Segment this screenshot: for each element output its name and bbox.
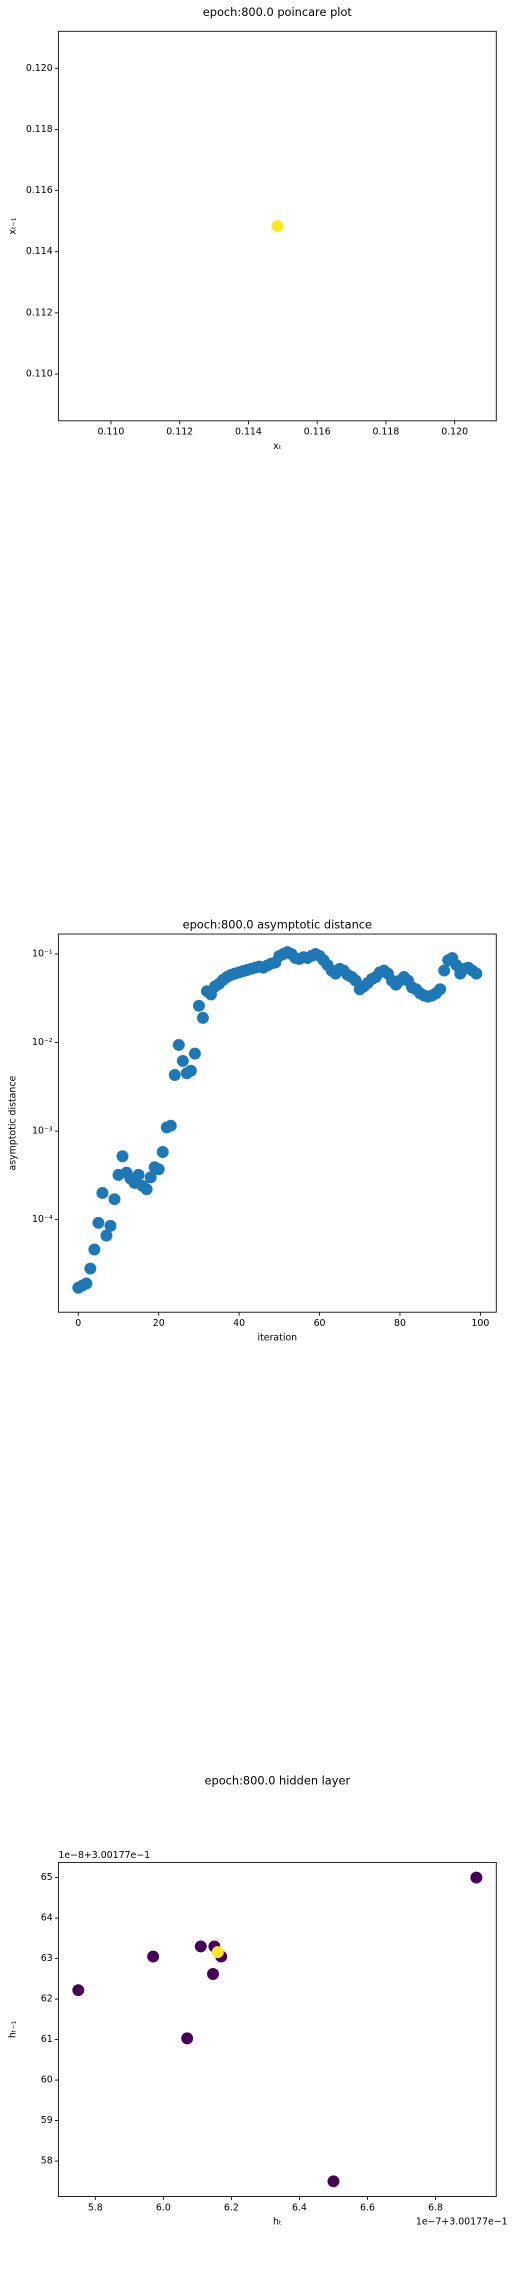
y-tick-label: 62 xyxy=(41,1994,53,2005)
x-tick-label: 6.2 xyxy=(224,2202,239,2213)
point xyxy=(176,1054,189,1067)
x-tick-label: 6.4 xyxy=(292,2202,307,2213)
y-tick-label: 59 xyxy=(41,2115,53,2126)
point xyxy=(184,1064,197,1077)
x-axis-label: iteration xyxy=(258,1332,298,1343)
y-tick-label: 10⁻⁴ xyxy=(32,1214,53,1225)
point xyxy=(327,2175,340,2188)
x-tick-label: 0.114 xyxy=(235,427,262,438)
axes-frame xyxy=(57,933,497,1313)
point xyxy=(104,1219,117,1232)
point xyxy=(207,1967,219,1980)
y-axis-label: xₜ₋₁ xyxy=(7,217,18,234)
x-tick-label: 0.118 xyxy=(373,427,400,438)
y-tick-label: 0.112 xyxy=(26,307,53,318)
x-tick-label: 5.8 xyxy=(88,2202,103,2213)
point xyxy=(108,1193,121,1206)
point xyxy=(196,1011,209,1024)
x-tick-label: 6.6 xyxy=(360,2202,375,2213)
y-tick-label: 0.116 xyxy=(26,185,53,196)
x-tick-label: 40 xyxy=(233,1318,245,1329)
point xyxy=(100,1229,113,1242)
y-tick-label: 0.114 xyxy=(26,246,53,257)
chart-title: epoch:800.0 asymptotic distance xyxy=(183,918,372,932)
y-tick-label: 0.118 xyxy=(26,124,53,135)
x-tick-label: 0.112 xyxy=(166,427,193,438)
point xyxy=(438,964,451,977)
x-tick-label: 0 xyxy=(75,1318,81,1329)
axes-frame xyxy=(57,30,497,422)
point xyxy=(144,1171,157,1184)
point xyxy=(192,999,205,1012)
point xyxy=(470,1871,483,1884)
x-tick-label: 60 xyxy=(314,1318,326,1329)
point xyxy=(470,967,483,980)
x-tick-label: 0.120 xyxy=(441,427,468,438)
y-tick-label: 60 xyxy=(41,2075,53,2086)
point xyxy=(147,1950,160,1963)
x-axis-label: xₜ xyxy=(273,441,282,452)
point xyxy=(88,1243,101,1256)
point xyxy=(156,1146,169,1158)
y-tick-label: 0.120 xyxy=(26,63,53,74)
x-tick-label: 6.8 xyxy=(428,2202,443,2213)
axes-frame xyxy=(57,1861,497,2197)
point xyxy=(96,1186,109,1199)
point xyxy=(188,1047,201,1060)
x-axis-label: hₜ xyxy=(273,2217,282,2228)
y-tick-label: 0.110 xyxy=(26,369,53,380)
x-tick-label: 80 xyxy=(394,1318,406,1329)
y-axis-label: hₜ₋₁ xyxy=(7,2021,18,2039)
y-tick-label: 63 xyxy=(41,1953,53,1964)
point xyxy=(140,1183,153,1196)
x-tick-label: 100 xyxy=(471,1318,489,1329)
point xyxy=(84,1262,97,1275)
x-tick-label: 6.0 xyxy=(156,2202,171,2213)
point xyxy=(164,1119,177,1132)
y-tick-label: 10⁻² xyxy=(32,1037,53,1048)
x-tick-label: 0.110 xyxy=(98,427,125,438)
point xyxy=(271,220,284,233)
point xyxy=(181,2032,194,2045)
point xyxy=(132,1168,145,1181)
point xyxy=(434,983,447,996)
chart-title: epoch:800.0 hidden layer xyxy=(205,1773,351,1787)
y-axis-label: asymptotic distance xyxy=(7,1075,18,1170)
y-tick-label: 10⁻³ xyxy=(32,1126,53,1137)
point xyxy=(72,1984,85,1997)
x-tick-label: 0.116 xyxy=(304,427,331,438)
y-tick-label: 61 xyxy=(41,2034,53,2045)
y-tick-label: 64 xyxy=(41,1913,53,1924)
point xyxy=(211,1946,224,1959)
point xyxy=(194,1940,207,1953)
y-tick-label: 65 xyxy=(41,1872,53,1883)
point xyxy=(152,1163,165,1176)
x-tick-label: 20 xyxy=(153,1318,165,1329)
y-tick-label: 58 xyxy=(41,2156,53,2167)
chart-title: epoch:800.0 poincare plot xyxy=(203,5,353,19)
point xyxy=(116,1150,129,1163)
y-tick-label: 10⁻¹ xyxy=(32,948,53,959)
point xyxy=(92,1216,105,1229)
point xyxy=(172,1038,185,1051)
y-offset-text: 1e−8+3.00177e−1 xyxy=(58,1850,150,1861)
x-offset-text: 1e−7+3.00177e−1 xyxy=(416,2217,508,2228)
point xyxy=(80,1277,93,1290)
point xyxy=(168,1069,181,1081)
